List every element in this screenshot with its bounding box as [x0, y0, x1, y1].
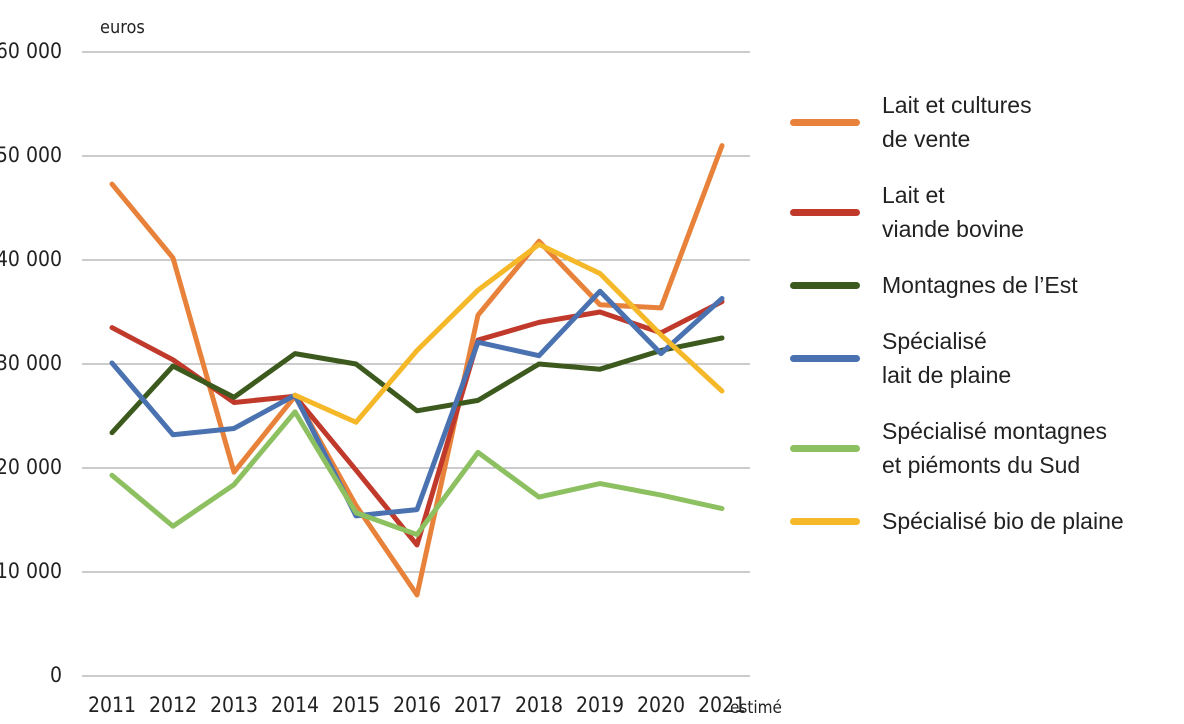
y-tick-label: 50 000 — [0, 143, 62, 167]
legend-swatch — [790, 118, 860, 126]
x-tick-label: 2019 — [576, 693, 624, 717]
y-tick-label: 30 000 — [0, 351, 62, 375]
legend-label: Montagnes de l’Est — [882, 272, 1078, 298]
legend-item: Lait et cultures de vente — [790, 88, 1180, 156]
series-line — [109, 409, 725, 538]
x-tick-label: 2011 — [88, 693, 136, 717]
legend-swatch — [790, 444, 860, 452]
legend-label: Spécialisé montagnes et piémonts du Sud — [882, 418, 1108, 478]
series-line — [109, 143, 725, 598]
legend-swatch — [790, 354, 860, 362]
series-line — [109, 335, 725, 436]
legend-swatch — [790, 281, 860, 289]
legend-item: Spécialisé montagnes et piémonts du Sud — [790, 414, 1180, 482]
y-tick-label: 40 000 — [0, 247, 62, 271]
y-tick-label: 0 — [50, 663, 62, 687]
x-tick-label: 2014 — [271, 693, 319, 717]
legend-swatch — [790, 208, 860, 216]
legend-swatch — [790, 517, 860, 525]
y-tick-label: 10 000 — [0, 559, 62, 583]
series-line — [109, 288, 725, 519]
legend-label: Lait et viande bovine — [882, 182, 1024, 242]
x-tick-label: 2015 — [332, 693, 380, 717]
y-axis-label: euros — [100, 17, 145, 38]
x-tick-label: 2016 — [393, 693, 441, 717]
legend-label: Spécialisé bio de plaine — [882, 508, 1124, 534]
x-tick-label: 2017 — [454, 693, 502, 717]
legend-item: Montagnes de l’Est — [790, 268, 1180, 302]
x-tick-label: 2018 — [515, 693, 563, 717]
x-tick-label: 2013 — [210, 693, 258, 717]
x-tick-label: 2020 — [637, 693, 685, 717]
legend-item: Spécialisé lait de plaine — [790, 324, 1180, 392]
legend-label: Spécialisé lait de plaine — [882, 328, 1012, 388]
x-tick-label: 2012 — [149, 693, 197, 717]
y-tick-label: 60 000 — [0, 39, 62, 63]
y-tick-label: 20 000 — [0, 455, 62, 479]
legend-item: Lait et viande bovine — [790, 178, 1180, 246]
series-line — [292, 241, 725, 425]
x-note: estimé — [730, 698, 782, 718]
legend: Lait et cultures de vente Lait et viande … — [790, 88, 1180, 560]
legend-item: Spécialisé bio de plaine — [790, 504, 1180, 538]
legend-label: Lait et cultures de vente — [882, 92, 1032, 152]
x-tick-label: 2021 — [698, 693, 746, 717]
